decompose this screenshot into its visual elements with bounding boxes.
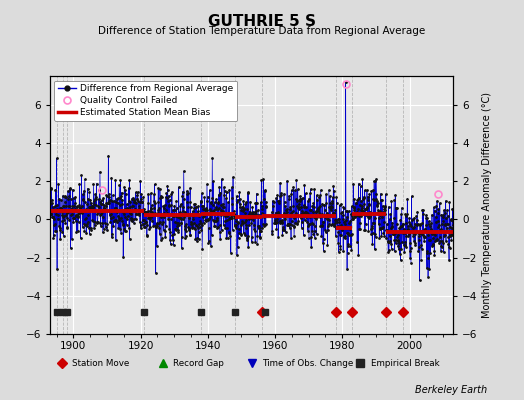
Text: Time of Obs. Change: Time of Obs. Change [261, 358, 353, 368]
Legend: Difference from Regional Average, Quality Control Failed, Estimated Station Mean: Difference from Regional Average, Qualit… [54, 80, 237, 121]
Text: GUTHRIE 5 S: GUTHRIE 5 S [208, 14, 316, 29]
Text: Berkeley Earth: Berkeley Earth [415, 385, 487, 395]
Text: Difference of Station Temperature Data from Regional Average: Difference of Station Temperature Data f… [99, 26, 425, 36]
Text: Station Move: Station Move [72, 358, 129, 368]
Y-axis label: Monthly Temperature Anomaly Difference (°C): Monthly Temperature Anomaly Difference (… [482, 92, 492, 318]
Text: Record Gap: Record Gap [173, 358, 224, 368]
Text: Empirical Break: Empirical Break [370, 358, 439, 368]
